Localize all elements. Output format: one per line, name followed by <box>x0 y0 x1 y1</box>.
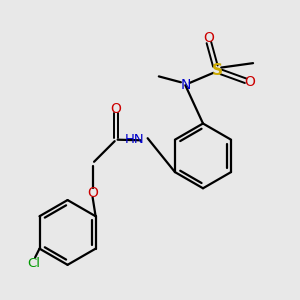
Text: O: O <box>111 102 122 116</box>
Text: HN: HN <box>124 133 144 146</box>
Text: S: S <box>212 63 223 78</box>
Text: Cl: Cl <box>28 257 41 270</box>
Text: O: O <box>87 186 98 200</box>
Text: N: N <box>180 78 190 92</box>
Text: O: O <box>245 75 256 89</box>
Text: O: O <box>203 31 214 45</box>
